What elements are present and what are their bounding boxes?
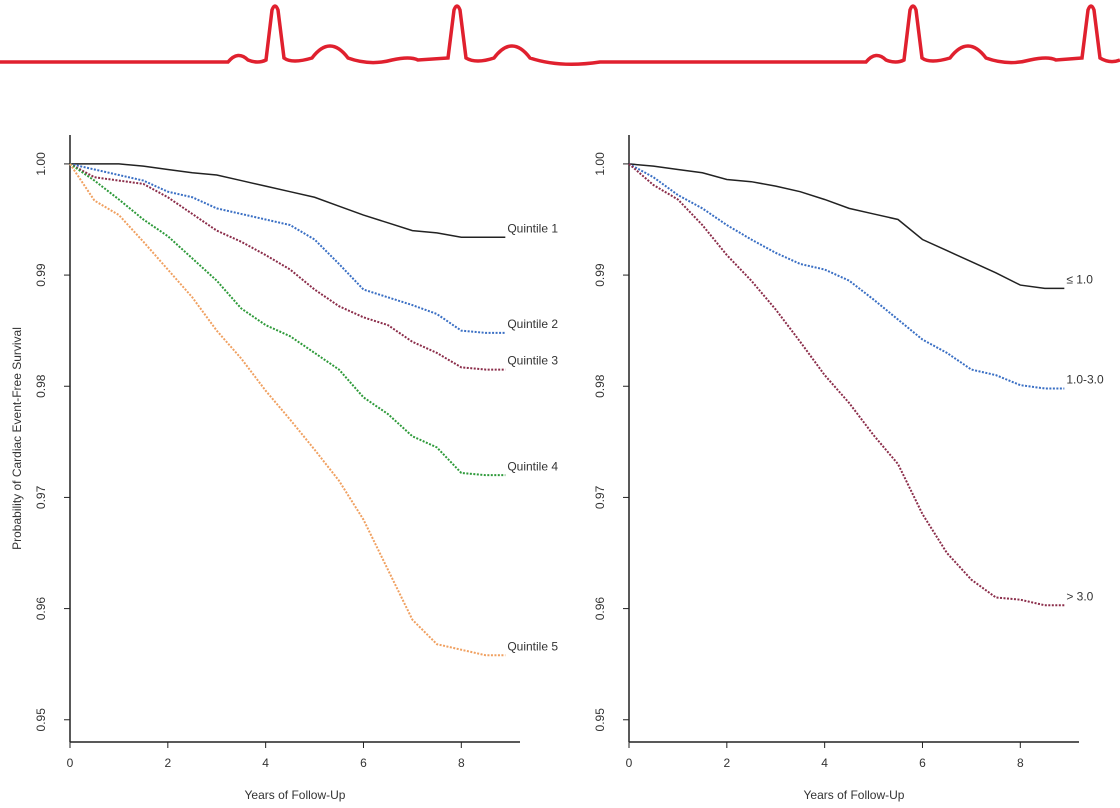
series-label: > 3.0 <box>1066 589 1093 603</box>
x-tick-label: 2 <box>164 756 171 770</box>
y-tick-label: 0.96 <box>34 597 48 621</box>
series-label: Quintile 4 <box>507 459 558 473</box>
survival-line <box>69 163 506 477</box>
survival-line <box>69 162 506 334</box>
survival-line <box>628 163 1065 290</box>
x-axis-label: Years of Follow-Up <box>804 788 905 802</box>
x-tick-label: 0 <box>626 756 633 770</box>
y-tick-label: 0.98 <box>593 374 607 398</box>
y-tick-label: 0.99 <box>34 263 48 287</box>
x-tick-label: 8 <box>458 756 465 770</box>
ecg-decoration <box>0 4 1120 66</box>
y-tick-label: 0.95 <box>593 708 607 732</box>
y-tick-label: 1.00 <box>34 152 48 176</box>
series-label: Quintile 5 <box>507 639 558 653</box>
x-tick-label: 4 <box>821 756 828 770</box>
x-tick-label: 2 <box>723 756 730 770</box>
series-label: Quintile 2 <box>507 317 558 331</box>
survival-line <box>70 163 506 239</box>
x-axis-label: Years of Follow-Up <box>245 788 346 802</box>
series-label: Quintile 1 <box>507 221 558 235</box>
survival-line <box>628 163 1065 390</box>
series-label: Quintile 3 <box>507 354 558 368</box>
survival-line <box>628 163 1065 607</box>
x-tick-label: 0 <box>67 756 74 770</box>
survival-line <box>69 163 506 657</box>
y-tick-label: 0.97 <box>34 485 48 509</box>
y-tick-label: 0.95 <box>34 708 48 732</box>
y-tick-label: 0.98 <box>34 374 48 398</box>
series-label: ≤ 1.0 <box>1066 273 1093 287</box>
y-tick-label: 0.99 <box>593 263 607 287</box>
y-tick-label: 0.96 <box>593 597 607 621</box>
x-tick-label: 8 <box>1017 756 1024 770</box>
x-tick-label: 6 <box>360 756 367 770</box>
y-tick-label: 0.97 <box>593 485 607 509</box>
series-label: 1.0-3.0 <box>1066 373 1104 387</box>
y-tick-label: 1.00 <box>593 152 607 176</box>
x-tick-label: 4 <box>262 756 269 770</box>
survival-line <box>69 163 506 371</box>
x-tick-label: 6 <box>919 756 926 770</box>
y-axis-label: Probability of Cardiac Event-Free Surviv… <box>10 327 24 550</box>
